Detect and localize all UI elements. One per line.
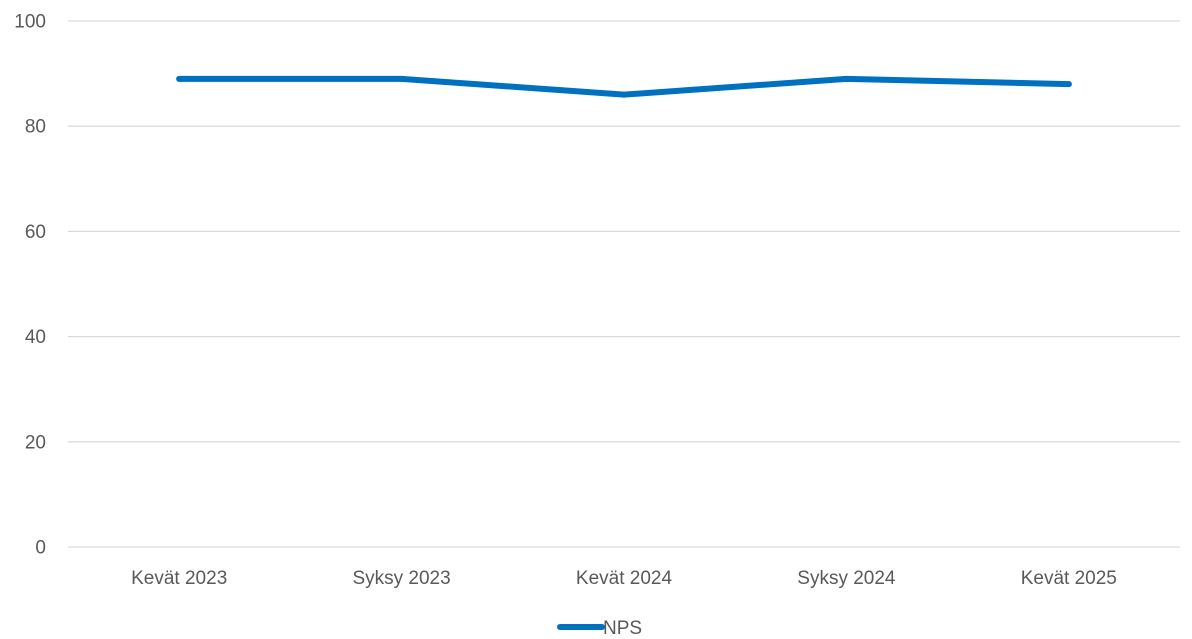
x-tick-label: Kevät 2024 bbox=[576, 568, 673, 589]
x-tick-label: Syksy 2023 bbox=[352, 568, 450, 589]
data-point bbox=[398, 75, 405, 82]
x-tick-label: Kevät 2023 bbox=[131, 568, 227, 589]
y-axis-tick-labels: 0 20 40 60 80 100 bbox=[14, 12, 46, 559]
data-point bbox=[843, 75, 850, 82]
y-tick-label: 60 bbox=[25, 222, 46, 243]
y-tick-label: 0 bbox=[35, 538, 46, 559]
legend: NPS bbox=[557, 618, 642, 639]
x-tick-label: Kevät 2025 bbox=[1021, 568, 1117, 589]
y-tick-label: 20 bbox=[25, 432, 46, 453]
y-tick-label: 80 bbox=[25, 117, 46, 138]
data-point bbox=[1065, 81, 1072, 88]
gridlines bbox=[68, 20, 1180, 548]
data-point bbox=[621, 91, 627, 98]
x-axis-tick-labels: Kevät 2023 Syksy 2023 Kevät 2024 Syksy 2024… bbox=[131, 568, 1117, 589]
y-tick-label: 40 bbox=[25, 327, 46, 348]
y-tick-label: 100 bbox=[14, 12, 46, 33]
x-tick-label: Syksy 2024 bbox=[797, 568, 896, 589]
data-point bbox=[176, 75, 183, 82]
series-lines bbox=[176, 75, 1072, 98]
legend-label: NPS bbox=[603, 618, 642, 639]
